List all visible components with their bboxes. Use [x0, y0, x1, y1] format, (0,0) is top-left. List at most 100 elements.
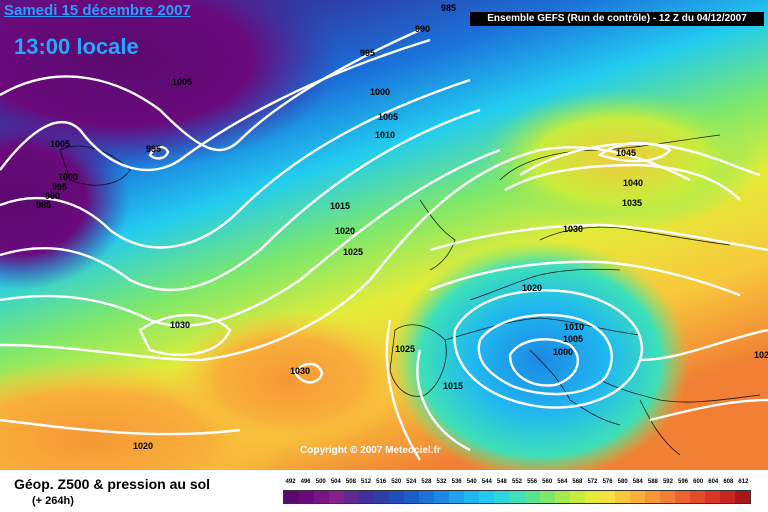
- isobar-label: 1000: [58, 172, 78, 182]
- isobar-label: 1005: [172, 77, 192, 87]
- isobar-label: 1005: [378, 112, 398, 122]
- color-scale-labels: 492 496 500 504 508 512 516 520 524 528 532 536 540 5…: [283, 479, 751, 489]
- isobar-label: 1030: [563, 224, 583, 234]
- isobar-label: 1000: [553, 347, 573, 357]
- scale-label: 592: [662, 479, 673, 485]
- forecast-time: 13:00 locale: [14, 34, 139, 59]
- scale-label: 548: [496, 479, 507, 485]
- isobar-lines: [0, 28, 768, 461]
- scale-swatch: [689, 491, 705, 503]
- isobar-label: 1040: [623, 178, 643, 188]
- map-footer: Géop. Z500 & pression au sol (+ 264h) 49…: [0, 470, 768, 512]
- scale-label: 568: [572, 479, 583, 485]
- scale-swatch: [629, 491, 645, 503]
- scale-label: 496: [300, 479, 311, 485]
- scale-label: 492: [285, 479, 296, 485]
- low-pressure-zone: [390, 240, 690, 470]
- color-scale-bar: [283, 490, 751, 504]
- isobar-label: 1015: [443, 381, 463, 391]
- scale-swatch: [464, 491, 480, 503]
- scale-swatch: [299, 491, 315, 503]
- scale-label: 572: [587, 479, 598, 485]
- purple-core-west: [0, 110, 130, 290]
- scale-label: 532: [436, 479, 447, 485]
- isobar-labels: 985 990 995 1005 1000 1005 1010 995 1005…: [36, 3, 768, 451]
- scale-swatch: [659, 491, 675, 503]
- scale-label: 544: [481, 479, 492, 485]
- isobar-label: 995: [52, 182, 67, 192]
- scale-label: 612: [738, 479, 749, 485]
- isobar-label: 985: [36, 200, 51, 210]
- scale-swatch: [329, 491, 345, 503]
- orange-zone-center: [170, 310, 410, 450]
- isobar-label: 1010: [375, 130, 395, 140]
- copyright-notice: Copyright © 2007 Meteociel.fr: [300, 445, 441, 456]
- product-title: Géop. Z500 & pression au sol: [14, 476, 211, 492]
- scale-label: 516: [376, 479, 387, 485]
- scale-swatch: [479, 491, 495, 503]
- isobar-label: 990: [45, 191, 60, 201]
- scale-swatch: [344, 491, 360, 503]
- isobar-label: 995: [146, 144, 161, 154]
- scale-label: 556: [527, 479, 538, 485]
- scale-swatch: [389, 491, 405, 503]
- scale-label: 604: [708, 479, 719, 485]
- scale-label: 512: [361, 479, 372, 485]
- scale-swatch: [524, 491, 540, 503]
- scale-swatch: [719, 491, 735, 503]
- scale-label: 524: [406, 479, 417, 485]
- isobar-label: 985: [441, 3, 456, 13]
- scale-swatch: [359, 491, 375, 503]
- isobar-label: 990: [415, 24, 430, 34]
- scale-label: 576: [602, 479, 613, 485]
- scale-label: 552: [511, 479, 523, 485]
- isobar-label: 1000: [370, 87, 390, 97]
- scale-label: 520: [391, 479, 402, 485]
- scale-swatch: [314, 491, 330, 503]
- scale-swatch: [494, 491, 510, 503]
- scale-swatch: [554, 491, 570, 503]
- isobar-label: 1025: [343, 247, 363, 257]
- scale-swatch: [704, 491, 720, 503]
- scale-label: 504: [330, 479, 341, 485]
- scale-swatch: [284, 491, 300, 503]
- scale-label: 584: [632, 479, 643, 485]
- isobar-label: 1005: [50, 139, 70, 149]
- isobar-label: 1010: [564, 322, 584, 332]
- scale-swatch: [674, 491, 690, 503]
- isobar-label: 1030: [170, 320, 190, 330]
- scale-label: 528: [421, 479, 432, 485]
- scale-label: 500: [315, 479, 326, 485]
- scale-swatch: [734, 491, 750, 503]
- scale-label: 580: [617, 479, 628, 485]
- scale-swatch: [419, 491, 435, 503]
- scale-label: 596: [678, 479, 689, 485]
- isobar-label: 1015: [330, 201, 350, 211]
- scale-label: 564: [557, 479, 568, 485]
- scale-swatch: [434, 491, 450, 503]
- scale-swatch: [539, 491, 555, 503]
- scale-swatch: [449, 491, 465, 503]
- scale-label: 540: [466, 479, 477, 485]
- forecast-lead-time: (+ 264h): [32, 495, 74, 507]
- scale-label: 588: [647, 479, 658, 485]
- forecast-date: Samedi 15 décembre 2007: [4, 2, 191, 19]
- scale-swatch: [374, 491, 390, 503]
- isobar-label: 1020: [133, 441, 153, 451]
- isobar-label: 1045: [616, 148, 636, 158]
- scale-label: 600: [693, 479, 704, 485]
- scale-swatch: [644, 491, 660, 503]
- isobar-label: 102: [754, 350, 768, 360]
- isobar-label: 995: [360, 48, 375, 58]
- scale-label: 536: [451, 479, 462, 485]
- isobar-label: 1030: [290, 366, 310, 376]
- scale-label: 608: [723, 479, 734, 485]
- isobar-label: 1020: [522, 283, 542, 293]
- scale-swatch: [569, 491, 585, 503]
- scale-swatch: [599, 491, 615, 503]
- isobar-label: 1035: [622, 198, 642, 208]
- scale-label: 508: [345, 479, 356, 485]
- scale-label: 560: [542, 479, 553, 485]
- scale-swatch: [584, 491, 600, 503]
- coastlines: [59, 134, 761, 456]
